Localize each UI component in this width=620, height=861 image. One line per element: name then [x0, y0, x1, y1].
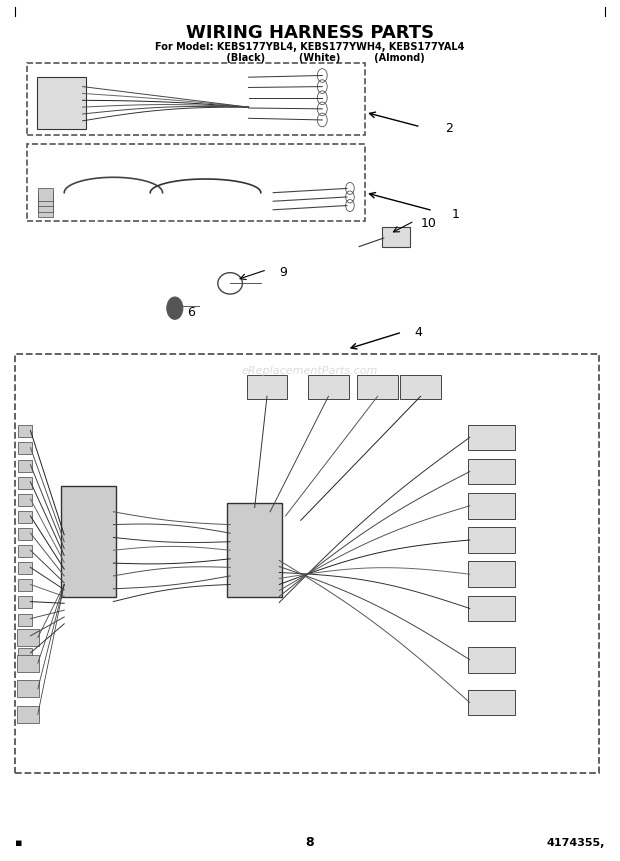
FancyBboxPatch shape [17, 425, 32, 437]
FancyBboxPatch shape [27, 63, 365, 135]
FancyBboxPatch shape [247, 375, 287, 399]
FancyBboxPatch shape [38, 198, 53, 212]
FancyBboxPatch shape [17, 528, 32, 540]
Text: 2: 2 [445, 122, 453, 135]
Text: 8: 8 [306, 836, 314, 849]
FancyBboxPatch shape [17, 647, 32, 660]
FancyBboxPatch shape [468, 596, 515, 622]
FancyBboxPatch shape [17, 579, 32, 592]
FancyBboxPatch shape [357, 375, 398, 399]
FancyBboxPatch shape [468, 561, 515, 587]
FancyBboxPatch shape [17, 630, 32, 642]
FancyBboxPatch shape [38, 193, 53, 207]
FancyBboxPatch shape [227, 503, 282, 598]
FancyBboxPatch shape [382, 227, 410, 247]
FancyBboxPatch shape [38, 203, 53, 217]
Text: eReplacementParts.com: eReplacementParts.com [242, 366, 378, 375]
FancyBboxPatch shape [17, 562, 32, 574]
FancyBboxPatch shape [468, 424, 515, 450]
Text: 4174355,: 4174355, [547, 838, 605, 848]
FancyBboxPatch shape [17, 680, 39, 697]
FancyBboxPatch shape [17, 706, 39, 723]
FancyBboxPatch shape [468, 647, 515, 672]
FancyBboxPatch shape [17, 614, 32, 626]
Circle shape [167, 297, 183, 319]
FancyBboxPatch shape [401, 375, 441, 399]
FancyBboxPatch shape [27, 144, 365, 221]
FancyBboxPatch shape [17, 511, 32, 523]
Text: For Model: KEBS177YBL4, KEBS177YWH4, KEBS177YAL4: For Model: KEBS177YBL4, KEBS177YWH4, KEB… [156, 42, 464, 53]
FancyBboxPatch shape [17, 545, 32, 557]
FancyBboxPatch shape [468, 690, 515, 715]
FancyBboxPatch shape [17, 597, 32, 609]
FancyBboxPatch shape [38, 188, 53, 201]
FancyBboxPatch shape [468, 527, 515, 553]
Text: (Black)          (White)          (Almond): (Black) (White) (Almond) [196, 53, 424, 63]
FancyBboxPatch shape [37, 77, 86, 128]
FancyBboxPatch shape [308, 375, 348, 399]
Text: 4: 4 [414, 325, 422, 338]
FancyBboxPatch shape [17, 629, 39, 646]
Text: 10: 10 [420, 217, 436, 230]
FancyBboxPatch shape [61, 486, 117, 598]
FancyBboxPatch shape [17, 460, 32, 472]
Text: 9: 9 [279, 266, 287, 279]
FancyBboxPatch shape [15, 354, 599, 772]
FancyBboxPatch shape [17, 654, 39, 672]
Text: 1: 1 [451, 208, 459, 221]
FancyBboxPatch shape [17, 443, 32, 455]
FancyBboxPatch shape [17, 477, 32, 489]
FancyBboxPatch shape [468, 459, 515, 485]
Text: ▪: ▪ [15, 838, 22, 848]
FancyBboxPatch shape [17, 494, 32, 505]
FancyBboxPatch shape [468, 493, 515, 518]
Text: 6: 6 [187, 306, 195, 319]
Text: WIRING HARNESS PARTS: WIRING HARNESS PARTS [186, 24, 434, 41]
